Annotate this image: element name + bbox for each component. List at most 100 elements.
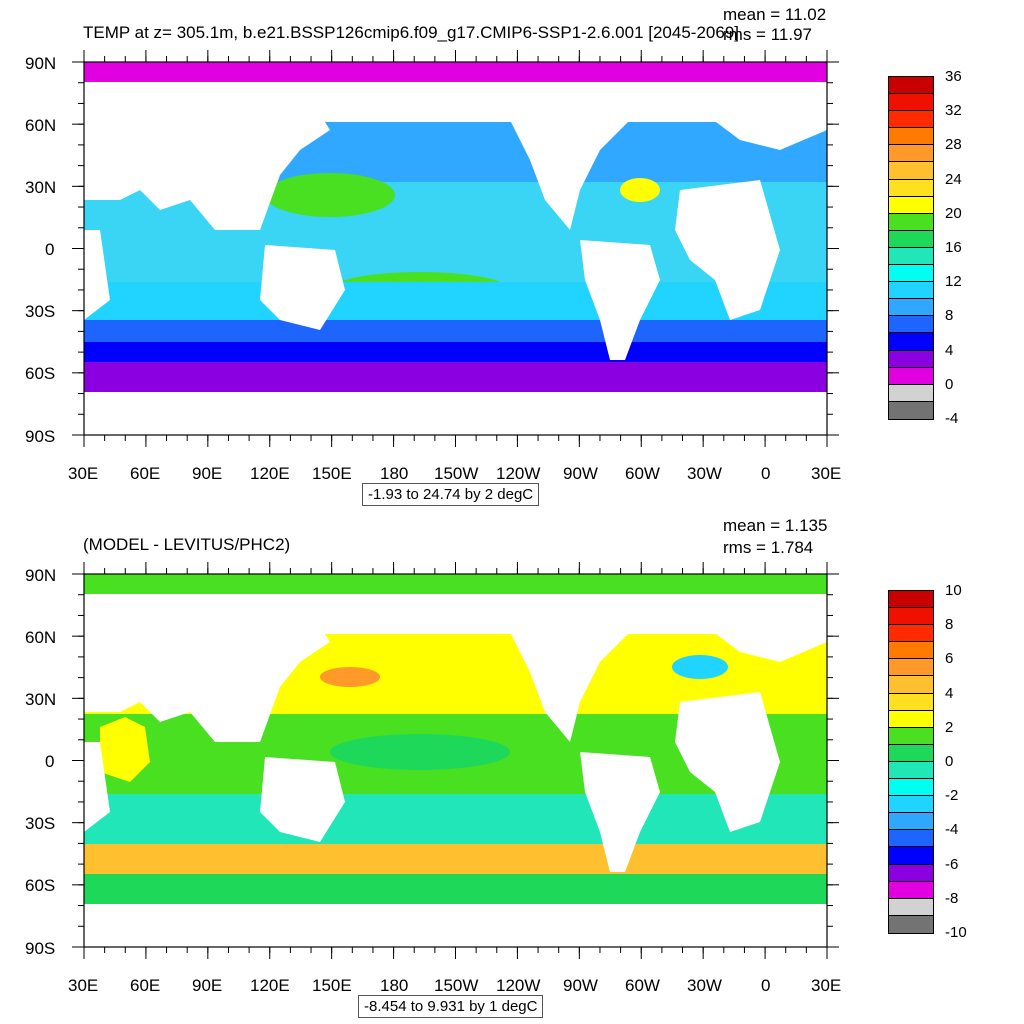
colorbar-swatch [889,316,933,334]
lat-label-0: 0 [45,240,55,259]
rms-value: rms = 11.97 [723,25,812,44]
lat-label-30n: 30N [25,178,57,197]
colorbar-swatch [889,693,933,711]
mean-value: mean = 11.02 [723,5,827,24]
lat-label-0: 0 [45,752,55,771]
axis-ticks [72,50,839,447]
colorbar-label: -4 [945,410,959,427]
colorbar-swatch [889,744,933,762]
southern-front-band [84,844,827,874]
lon-label: 30E [68,976,99,995]
north-america-landmass [510,82,640,230]
colorbar-label: 8 [945,307,954,325]
north-america-landmass [510,594,640,742]
colorbar-swatch [889,230,933,248]
colorbar-swatch [889,401,933,419]
southern-front-band [84,342,827,362]
colorbar-label: 0 [945,753,954,770]
lon-label: 180 [380,464,409,483]
lon-label: 120E [250,464,290,483]
asia-landmass [84,82,330,230]
lon-label: 30E [811,464,842,483]
lat-label-90s: 90S [25,939,56,958]
colorbar-swatch [889,333,933,351]
colorbar-swatch [889,761,933,780]
colorbar-swatch [889,796,933,814]
lon-label: 180 [380,976,409,995]
lat-label-90n: 90N [25,54,57,73]
colorbar-swatch [889,247,933,266]
lon-label: 30E [68,464,99,483]
colorbar-label: 32 [945,102,962,120]
lat-label-90n: 90N [25,566,57,585]
colorbar-swatch [889,111,933,129]
colorbar-label: -8 [945,889,959,907]
colorbar-swatch [889,299,933,317]
lon-label: 0 [761,464,771,483]
lon-label: 30W [687,976,722,995]
colorbar-label: 6 [945,650,954,668]
colorbar-swatch [889,384,933,402]
colorbar-label: 4 [945,684,954,702]
colorbar-swatch [889,659,933,677]
lon-label: 90W [563,464,598,483]
colorbar-swatch [889,162,933,180]
colorbar-label: 28 [945,136,962,154]
colorbar-label: 4 [945,341,954,359]
colorbar-swatch [889,367,933,385]
antarctica-landmass [84,392,827,435]
lon-label: 60W [625,976,660,995]
colorbar-label: 12 [945,273,962,291]
arctic-band [84,574,827,594]
colorbar-swatch [889,282,933,300]
colorbar-swatch [889,94,933,112]
lat-label-60s: 60S [25,876,56,895]
lon-label: 0 [761,976,771,995]
mean-value: mean = 1.135 [723,516,828,535]
lon-label: 90E [192,464,223,483]
australia-landmass [260,757,345,842]
colorbar-swatch [889,179,933,197]
southern-ocean-band [84,874,827,904]
colorbar-label: -6 [945,855,959,873]
colorbar-swatch [889,591,933,609]
colorbar-label: -4 [945,821,959,839]
colorbar-swatch [889,710,933,728]
temperature-map [72,50,839,447]
europe-landmass [650,82,827,150]
difference-map [72,562,839,959]
south-america-landmass [580,752,660,872]
colorbar-label: 20 [945,204,962,222]
colorbar-label: 16 [945,239,962,256]
colorbar-swatch [889,898,933,916]
colorbar-swatch [889,625,933,643]
colorbar-swatch [889,350,933,368]
colorbar-swatch [889,196,933,214]
colorbar-label: 8 [945,616,954,634]
colorbar-swatch [889,77,933,95]
lon-label: 60E [130,464,161,483]
colorbar [888,76,934,420]
colorbar-swatch [889,128,933,146]
temperature-map-panel: mean = 11.02 rms = 11.97 TEMP at z= 305.… [25,5,962,506]
lon-label: 30W [687,464,722,483]
lon-label: 150W [434,976,479,995]
contour-range-label: -1.93 to 24.74 by 2 degC [362,483,540,506]
australia-landmass [260,245,345,330]
plot-title: (MODEL - LEVITUS/PHC2) [83,535,291,554]
lon-label: 150E [312,976,352,995]
colorbar-label: 24 [945,170,962,188]
colorbar-swatch [889,145,933,163]
lon-label: 60E [130,976,161,995]
lat-label-60n: 60N [25,116,57,135]
lon-label: 150W [434,464,479,483]
africa-east-coast [84,742,110,832]
colorbar-swatch [889,881,933,899]
colorbar-label: 0 [945,375,954,393]
colorbar-swatch [889,213,933,231]
colorbar-swatch [889,779,933,797]
colorbar-swatch [889,864,933,882]
colorbar-label: 36 [945,68,962,85]
lon-label: 60W [625,464,660,483]
axis-ticks [72,562,839,959]
